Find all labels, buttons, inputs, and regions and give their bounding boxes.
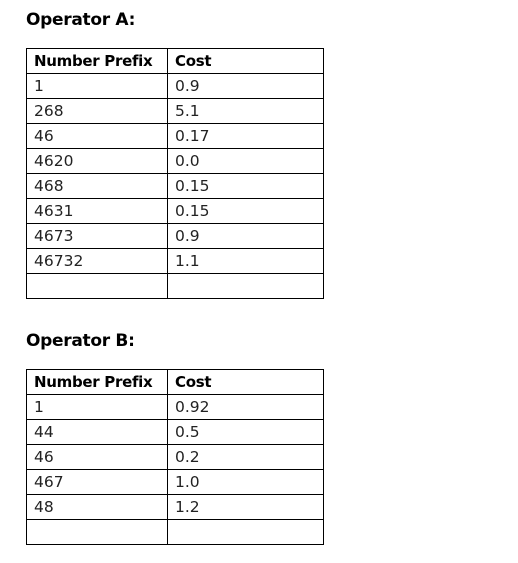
table-row: 4631 0.15 [26, 198, 324, 224]
cost-cell: 0.15 [167, 198, 324, 224]
table-row: 268 5.1 [26, 98, 324, 124]
table-row: 1 0.92 [26, 394, 324, 420]
prefix-cell: 4631 [26, 198, 168, 224]
operator-a-table: Number Prefix Cost 1 0.9 268 5.1 46 0.17… [26, 48, 324, 299]
prefix-cell: 48 [26, 494, 168, 520]
table-row: 4673 0.9 [26, 223, 324, 249]
prefix-cell: 4673 [26, 223, 168, 249]
number-prefix-header: Number Prefix [26, 48, 168, 74]
number-prefix-header: Number Prefix [26, 369, 168, 395]
prefix-cell: 467 [26, 469, 168, 495]
table-row: 4620 0.0 [26, 148, 324, 174]
cost-cell: 0.2 [167, 444, 324, 470]
prefix-cell: 1 [26, 394, 168, 420]
table-row: 46 0.2 [26, 444, 324, 470]
cost-cell: 1.2 [167, 494, 324, 520]
cost-cell: 0.9 [167, 223, 324, 249]
cost-cell [167, 519, 324, 545]
cost-cell [167, 273, 324, 299]
prefix-cell: 268 [26, 98, 168, 124]
prefix-cell: 46 [26, 444, 168, 470]
prefix-cell [26, 273, 168, 299]
operator-b-table: Number Prefix Cost 1 0.92 44 0.5 46 0.2 … [26, 369, 324, 545]
table-row-empty [26, 519, 324, 545]
cost-cell: 0.0 [167, 148, 324, 174]
cost-cell: 5.1 [167, 98, 324, 124]
table-row-empty [26, 273, 324, 299]
prefix-cell: 46732 [26, 248, 168, 274]
prefix-cell: 1 [26, 73, 168, 99]
prefix-cell [26, 519, 168, 545]
cost-cell: 0.9 [167, 73, 324, 99]
prefix-cell: 4620 [26, 148, 168, 174]
prefix-cell: 46 [26, 123, 168, 149]
table-row: 46 0.17 [26, 123, 324, 149]
cost-header: Cost [167, 48, 324, 74]
prefix-cell: 468 [26, 173, 168, 199]
table-row: 468 0.15 [26, 173, 324, 199]
table-header-row: Number Prefix Cost [26, 369, 324, 395]
table-row: 48 1.2 [26, 494, 324, 520]
prefix-cell: 44 [26, 419, 168, 445]
table-row: 46732 1.1 [26, 248, 324, 274]
cost-header: Cost [167, 369, 324, 395]
cost-cell: 0.17 [167, 123, 324, 149]
cost-cell: 0.92 [167, 394, 324, 420]
table-header-row: Number Prefix Cost [26, 48, 324, 74]
cost-cell: 1.1 [167, 248, 324, 274]
cost-cell: 0.15 [167, 173, 324, 199]
operator-a-heading: Operator A: [26, 10, 136, 30]
cost-cell: 0.5 [167, 419, 324, 445]
table-row: 1 0.9 [26, 73, 324, 99]
table-row: 44 0.5 [26, 419, 324, 445]
table-row: 467 1.0 [26, 469, 324, 495]
cost-cell: 1.0 [167, 469, 324, 495]
operator-b-heading: Operator B: [26, 331, 135, 351]
